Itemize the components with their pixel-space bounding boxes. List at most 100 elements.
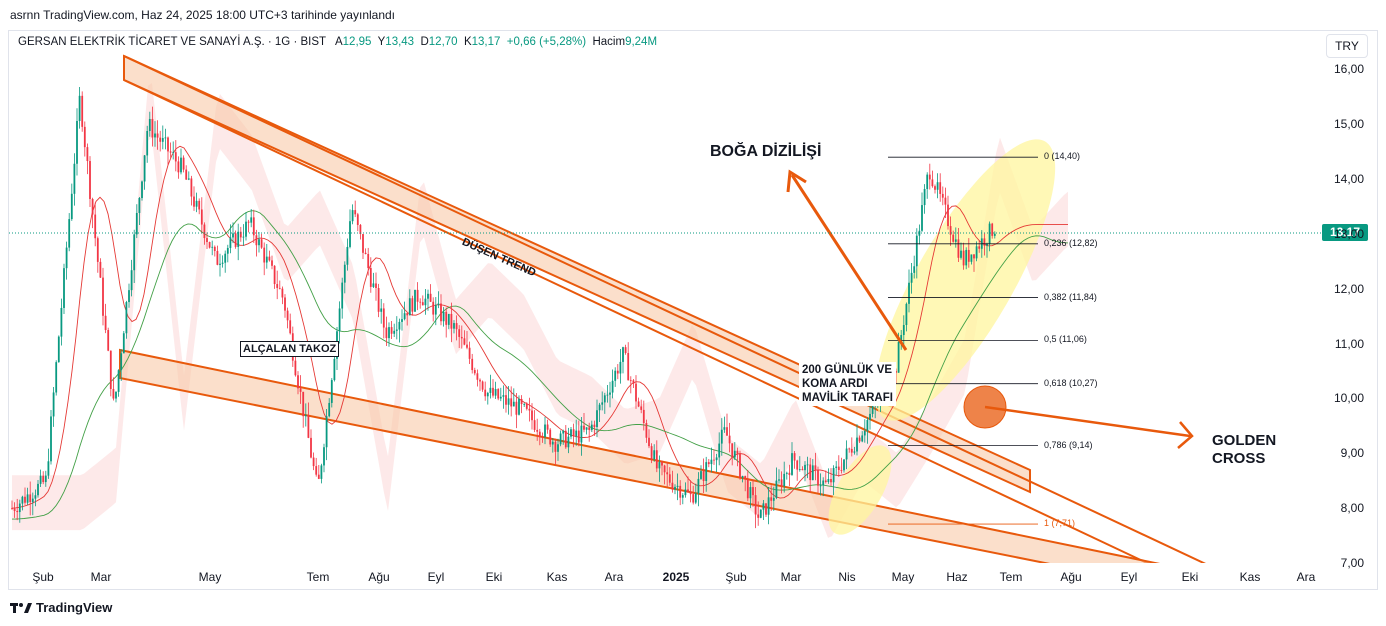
- candle-body: [983, 238, 986, 246]
- candle-body: [50, 416, 52, 462]
- candle-body: [939, 182, 942, 194]
- candle-body: [819, 485, 822, 487]
- fib-level-label: 0 (14,40): [1044, 151, 1081, 162]
- candle-body: [528, 408, 531, 411]
- candle-body: [653, 450, 656, 460]
- close-label: K: [463, 36, 472, 48]
- candle-body: [57, 336, 60, 363]
- y-tick-label: 16,00: [1333, 62, 1364, 77]
- candle-body: [164, 137, 167, 139]
- bottom-highlight-ellipse: [828, 445, 892, 535]
- candle-body: [401, 319, 403, 322]
- candle-body: [707, 462, 710, 465]
- candle-body: [663, 465, 666, 473]
- x-tick-label: Ağu: [368, 570, 390, 584]
- candle-body: [216, 250, 219, 265]
- y-tick-label: 14,00: [1333, 172, 1364, 187]
- candle-body: [572, 429, 575, 437]
- candle-body: [499, 396, 502, 399]
- candle-body: [705, 462, 708, 482]
- candle-body: [302, 391, 305, 417]
- candle-body: [424, 298, 427, 306]
- candle-body: [533, 420, 536, 430]
- descending-trend-channel: [123, 54, 1031, 494]
- candle-body: [89, 161, 91, 199]
- candle-body: [471, 358, 474, 371]
- x-tick-label: 2025: [662, 570, 690, 584]
- x-tick-label: May: [198, 570, 222, 584]
- candle-body: [416, 289, 419, 302]
- candle-body: [44, 475, 47, 483]
- candle-body: [650, 446, 653, 460]
- fib-level-label: 0,382 (11,84): [1044, 291, 1097, 302]
- candle-body: [42, 475, 45, 483]
- volume-value: 9,24M: [625, 36, 658, 48]
- candle-body: [460, 336, 463, 339]
- golden-cross-label: GOLDEN CROSS: [1212, 432, 1276, 468]
- candle-body: [645, 423, 648, 438]
- candle-body: [801, 469, 804, 471]
- x-tick-label: Tem: [306, 570, 330, 584]
- candle-body: [668, 474, 671, 483]
- candle-body: [791, 453, 793, 475]
- symbol-name: GERSAN ELEKTRİK TİCARET VE SANAYİ A.Ş. ·…: [18, 36, 327, 48]
- candle-body: [991, 223, 994, 236]
- candle-body: [398, 321, 401, 330]
- candle-body: [601, 402, 604, 405]
- candle-body: [408, 298, 411, 316]
- candle-body: [694, 493, 697, 503]
- fib-level-label: 0,236 (12,82): [1044, 237, 1098, 248]
- candle-body: [208, 242, 211, 248]
- x-tick-label: Haz: [946, 570, 968, 584]
- open-value: 12,95: [342, 36, 372, 48]
- candle-body: [11, 508, 13, 509]
- candle-body: [681, 495, 684, 498]
- candle-body: [965, 249, 968, 266]
- candle-body: [741, 475, 744, 478]
- candle-body: [947, 204, 949, 227]
- candle-body: [128, 290, 130, 303]
- candle-body: [94, 214, 97, 239]
- candle-body: [520, 398, 523, 405]
- candle-body: [863, 430, 866, 436]
- candle-body: [567, 436, 570, 448]
- candle-body: [731, 443, 734, 458]
- candle-body: [915, 235, 918, 267]
- candle-body: [481, 381, 484, 390]
- candle-body: [310, 437, 312, 458]
- candle-body: [687, 489, 689, 492]
- candle-body: [70, 193, 73, 220]
- candle-body: [954, 239, 957, 242]
- candle-body: [978, 246, 981, 249]
- candle-body: [29, 494, 32, 503]
- candle-body: [809, 464, 812, 481]
- candle-body: [627, 353, 630, 381]
- trend-channels: [119, 54, 1206, 563]
- candle-body: [557, 444, 559, 452]
- tradingview-logo-icon: [10, 602, 32, 613]
- candle-body: [988, 223, 991, 244]
- candle-body: [232, 233, 234, 238]
- candle-body: [146, 130, 149, 156]
- candle-body: [271, 260, 273, 266]
- candle-body: [242, 236, 245, 238]
- x-tick-label: Şub: [725, 570, 747, 584]
- candle-body: [941, 193, 944, 198]
- high-value: 13,43: [385, 36, 415, 48]
- candle-body: [247, 221, 250, 223]
- candle-body: [372, 283, 375, 287]
- candle-body: [122, 333, 125, 354]
- candle-body: [138, 198, 141, 213]
- candle-body: [733, 450, 736, 458]
- candle-body: [356, 214, 359, 225]
- candle-body: [294, 360, 297, 376]
- currency-button[interactable]: TRY: [1326, 34, 1368, 58]
- candle-body: [762, 503, 765, 510]
- candle-body: [697, 478, 700, 494]
- candle-body: [265, 256, 268, 263]
- candle-body: [609, 392, 611, 395]
- x-tick-label: Tem: [999, 570, 1023, 584]
- candle-body: [583, 425, 585, 430]
- candle-body: [484, 389, 487, 397]
